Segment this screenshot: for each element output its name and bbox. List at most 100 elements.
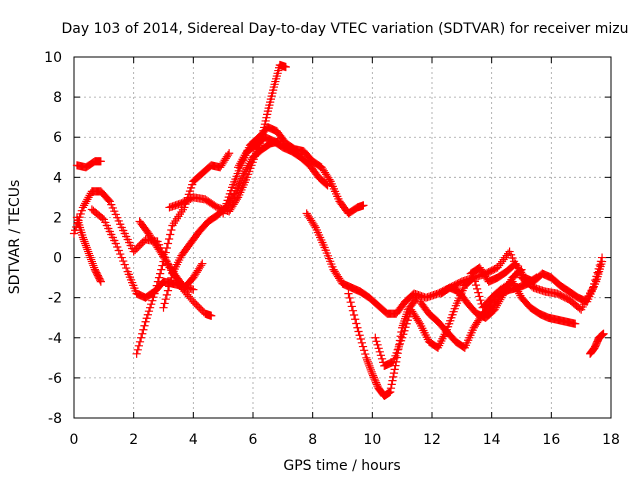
data-point bbox=[104, 196, 113, 205]
data-point bbox=[453, 279, 462, 288]
data-point bbox=[260, 120, 270, 129]
data-point bbox=[140, 321, 149, 330]
data-point bbox=[137, 239, 146, 249]
data-point bbox=[357, 338, 366, 347]
data-point bbox=[160, 299, 169, 308]
data-point bbox=[198, 306, 207, 315]
data-point bbox=[159, 257, 168, 266]
data-point bbox=[211, 202, 220, 211]
data-point bbox=[150, 289, 159, 298]
data-point bbox=[161, 248, 170, 257]
data-point bbox=[389, 369, 399, 378]
data-point bbox=[94, 273, 103, 282]
data-point bbox=[111, 210, 120, 219]
series-p bbox=[466, 257, 607, 306]
chart-title: Day 103 of 2014, Sidereal Day-to-day VTE… bbox=[62, 21, 629, 37]
data-point bbox=[160, 252, 169, 262]
data-point bbox=[102, 221, 111, 230]
data-point bbox=[412, 293, 422, 302]
data-point bbox=[120, 229, 129, 238]
data-point bbox=[135, 337, 145, 346]
data-point bbox=[154, 273, 164, 282]
data-point bbox=[269, 85, 278, 95]
data-point bbox=[559, 292, 568, 301]
data-point bbox=[196, 305, 205, 314]
data-point bbox=[131, 245, 140, 255]
y-tick-label: -6 bbox=[48, 371, 62, 387]
data-point bbox=[113, 213, 122, 222]
data-point bbox=[134, 341, 143, 350]
data-point bbox=[346, 298, 355, 307]
x-tick-label: 14 bbox=[483, 432, 501, 448]
data-point bbox=[376, 351, 386, 360]
x-tick-label: 8 bbox=[308, 432, 317, 448]
data-point bbox=[144, 307, 154, 316]
y-tick-label: 10 bbox=[44, 50, 62, 66]
data-point bbox=[554, 290, 563, 299]
data-point bbox=[474, 288, 483, 297]
data-point bbox=[192, 300, 201, 309]
data-point bbox=[454, 279, 463, 288]
data-point bbox=[151, 285, 160, 294]
data-point bbox=[198, 259, 207, 268]
data-point bbox=[359, 201, 368, 210]
data-point bbox=[91, 266, 100, 276]
data-point bbox=[156, 269, 165, 278]
data-point bbox=[403, 316, 412, 325]
data-point bbox=[390, 365, 399, 374]
data-point bbox=[189, 297, 198, 306]
data-point bbox=[388, 376, 397, 385]
data-point bbox=[411, 295, 421, 304]
series-q bbox=[586, 329, 608, 358]
data-point bbox=[96, 277, 105, 286]
y-tick-label: 4 bbox=[53, 170, 62, 186]
data-point bbox=[281, 62, 290, 72]
data-point bbox=[162, 290, 171, 300]
data-point bbox=[371, 333, 380, 342]
data-point bbox=[402, 319, 411, 328]
data-point bbox=[248, 158, 257, 167]
data-point bbox=[393, 345, 402, 354]
data-point bbox=[396, 336, 406, 345]
data-point bbox=[120, 260, 129, 269]
data-point bbox=[557, 291, 566, 301]
data-point bbox=[263, 110, 272, 119]
data-point bbox=[244, 170, 253, 179]
data-points bbox=[69, 60, 608, 401]
data-point bbox=[349, 310, 359, 320]
data-point bbox=[250, 152, 259, 161]
data-point bbox=[164, 234, 174, 244]
data-point bbox=[471, 281, 481, 290]
data-point bbox=[163, 286, 173, 295]
data-point bbox=[93, 270, 102, 279]
data-point bbox=[110, 236, 119, 245]
data-point bbox=[553, 289, 562, 298]
data-point bbox=[373, 340, 382, 349]
data-point bbox=[114, 246, 123, 255]
data-point bbox=[508, 253, 517, 263]
data-point bbox=[219, 209, 228, 218]
data-point bbox=[141, 317, 150, 326]
data-point bbox=[126, 241, 135, 250]
data-point bbox=[372, 337, 381, 346]
data-point bbox=[486, 267, 495, 276]
data-point bbox=[266, 95, 275, 104]
y-axis-label: SDTVAR / TECUs bbox=[7, 180, 23, 295]
data-point bbox=[114, 216, 123, 226]
data-point bbox=[93, 271, 102, 280]
data-point bbox=[135, 241, 144, 250]
data-point bbox=[221, 202, 230, 212]
data-point bbox=[69, 229, 79, 238]
data-point bbox=[389, 357, 398, 366]
data-point bbox=[152, 281, 161, 290]
axis-ticks: 0 2 4 6 8 10 12 14 16 18 -8 -6 -4 -2 0 2 4 6 8 10 bbox=[44, 50, 620, 448]
x-tick-label: 18 bbox=[602, 432, 620, 448]
data-point bbox=[180, 197, 189, 207]
data-point bbox=[404, 312, 413, 321]
data-point bbox=[445, 319, 454, 328]
y-tick-label: -4 bbox=[48, 331, 62, 347]
data-point bbox=[476, 296, 485, 305]
data-point bbox=[189, 285, 198, 294]
data-point bbox=[166, 278, 175, 287]
